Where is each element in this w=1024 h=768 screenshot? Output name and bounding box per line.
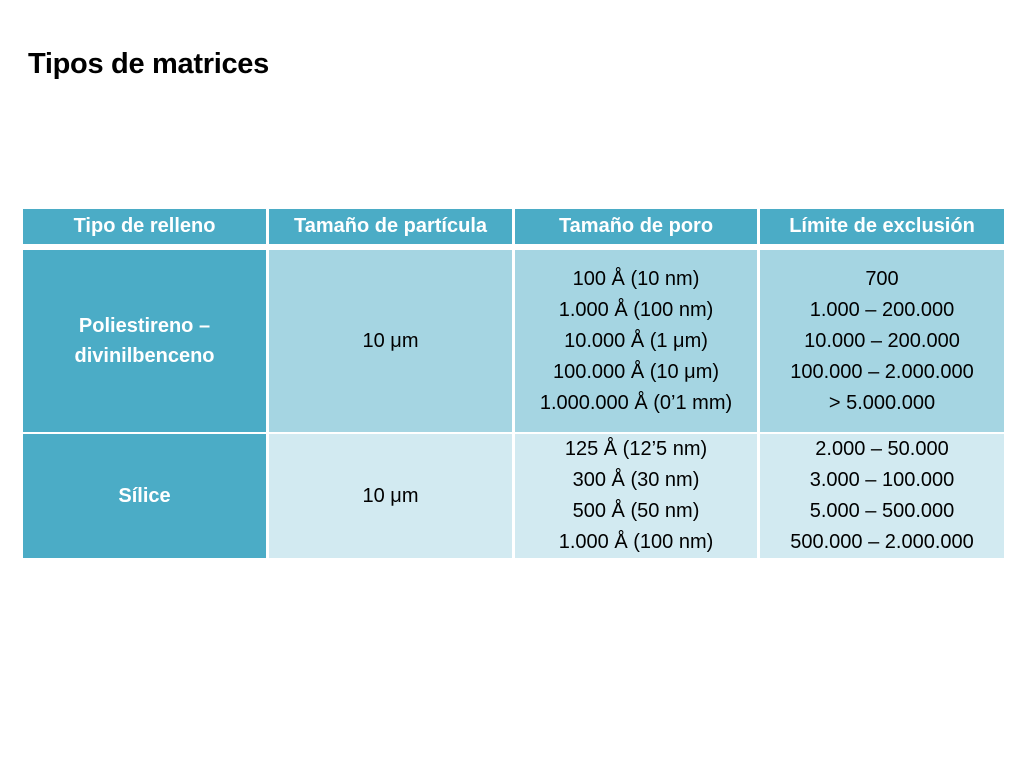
fill-type-cell: Poliestireno – divinilbenceno bbox=[23, 250, 266, 434]
header-fill-type: Tipo de relleno bbox=[23, 209, 266, 250]
pore-size-value: 1.000 Å (100 nm) bbox=[558, 531, 714, 553]
exclusion-limit-value: 2.000 – 50.000 bbox=[815, 438, 949, 460]
pore-size-value: 125 Å (12’5 nm) bbox=[564, 438, 708, 460]
exclusion-limit-cell: 700 1.000 – 200.000 10.000 – 200.000 100… bbox=[760, 250, 1004, 434]
pore-size-value: 300 Å (30 nm) bbox=[572, 469, 700, 491]
pore-size-value: 1.000 Å (100 nm) bbox=[558, 298, 714, 321]
pore-size-value: 1.000.000 Å (0’1 mm) bbox=[539, 391, 733, 414]
exclusion-limit-value: 5.000 – 500.000 bbox=[809, 500, 955, 522]
pore-size-cell: 125 Å (12’5 nm) 300 Å (30 nm) 500 Å (50 … bbox=[515, 434, 757, 558]
exclusion-limit-value: 700 bbox=[865, 267, 899, 290]
exclusion-limit-value: > 5.000.000 bbox=[828, 391, 936, 414]
table-row: Poliestireno – divinilbenceno 10 μm 100 … bbox=[23, 250, 1004, 434]
exclusion-limit-value: 100.000 – 2.000.000 bbox=[790, 360, 974, 383]
particle-size-cell: 10 μm bbox=[269, 250, 512, 434]
table-header-row: Tipo de relleno Tamaño de partícula Tama… bbox=[23, 209, 1004, 250]
particle-size-cell: 10 μm bbox=[269, 434, 512, 558]
fill-type-line: divinilbenceno bbox=[74, 345, 215, 367]
fill-type-cell: Sílice bbox=[23, 434, 266, 558]
fill-type-line: Sílice bbox=[118, 485, 171, 507]
exclusion-limit-value: 3.000 – 100.000 bbox=[809, 469, 955, 491]
exclusion-limit-value: 10.000 – 200.000 bbox=[804, 329, 960, 352]
fill-type-line: Poliestireno – bbox=[78, 315, 211, 337]
pore-size-cell: 100 Å (10 nm) 1.000 Å (100 nm) 10.000 Å … bbox=[515, 250, 757, 434]
exclusion-limit-cell: 2.000 – 50.000 3.000 – 100.000 5.000 – 5… bbox=[760, 434, 1004, 558]
exclusion-limit-value: 1.000 – 200.000 bbox=[809, 298, 955, 321]
header-exclusion-limit: Límite de exclusión bbox=[760, 209, 1004, 250]
exclusion-limit-value: 500.000 – 2.000.000 bbox=[790, 531, 974, 553]
pore-size-value: 100.000 Å (10 μm) bbox=[552, 360, 720, 383]
pore-size-value: 10.000 Å (1 μm) bbox=[564, 329, 708, 352]
pore-size-value: 100 Å (10 nm) bbox=[572, 267, 700, 290]
matrix-types-table: Tipo de relleno Tamaño de partícula Tama… bbox=[20, 209, 1007, 558]
pore-size-value: 500 Å (50 nm) bbox=[572, 500, 700, 522]
header-particle-size: Tamaño de partícula bbox=[269, 209, 512, 250]
table-row: Sílice 10 μm 125 Å (12’5 nm) 300 Å (30 n… bbox=[23, 434, 1004, 558]
slide-title: Tipos de matrices bbox=[28, 48, 269, 80]
header-pore-size: Tamaño de poro bbox=[515, 209, 757, 250]
